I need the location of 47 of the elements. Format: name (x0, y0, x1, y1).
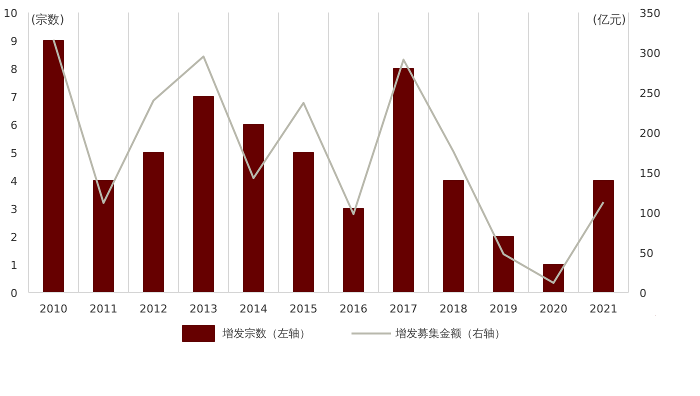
x-tick-label: 2021 (590, 302, 618, 316)
y2-tick-label: 300 (640, 47, 660, 60)
x-tick-label: 2017 (390, 302, 418, 316)
bar (93, 180, 114, 292)
y-axis-title: (宗数) (31, 12, 64, 26)
bar (243, 124, 264, 292)
y-tick-label: 5 (10, 147, 18, 160)
x-tick-label: 2011 (90, 302, 118, 316)
y-tick-label: 8 (10, 63, 18, 76)
bar (293, 152, 314, 292)
x-tick-label: 2018 (440, 302, 468, 316)
y-tick-label: 10 (4, 7, 18, 20)
legend-label: 增发宗数（左轴） (222, 326, 310, 340)
bar (43, 40, 64, 292)
x-tick-label: 2016 (340, 302, 368, 316)
y-tick-label: 1 (10, 259, 18, 272)
bar (193, 96, 214, 292)
x-tick-label: 2014 (240, 302, 268, 316)
x-tick-label: 2019 (490, 302, 518, 316)
y2-tick-label: 200 (640, 127, 660, 140)
x-tick-label: 2013 (190, 302, 218, 316)
y2-tick-label: 250 (640, 87, 660, 100)
y-tick-label: 6 (10, 119, 18, 132)
y2-tick-label: 50 (640, 247, 654, 260)
y2-tick-label: 100 (640, 207, 660, 220)
y2-tick-label: 150 (640, 167, 660, 180)
x-tick-label: 2020 (540, 302, 568, 316)
y-tick-label: 0 (10, 287, 18, 300)
y2-axis-title: (亿元) (592, 12, 626, 26)
y2-tick-label: 350 (640, 7, 660, 20)
legend-label: 增发募集金额（右轴） (396, 326, 506, 340)
y-tick-label: 3 (10, 203, 18, 216)
x-tick-label: 2010 (40, 302, 68, 316)
y-tick-label: 7 (10, 91, 18, 104)
y2-tick-label: 0 (640, 287, 646, 300)
line-series (52, 38, 604, 284)
y-tick-label: 9 (10, 35, 18, 48)
y-tick-label: 2 (10, 231, 18, 244)
bar (443, 180, 464, 292)
bar (393, 68, 414, 292)
y-tick-label: 4 (10, 175, 18, 188)
x-tick-label: 2012 (140, 302, 168, 316)
bar (593, 180, 614, 292)
bar (493, 236, 514, 292)
bar (143, 152, 164, 292)
bar (343, 208, 364, 292)
x-tick-label: 2015 (290, 302, 318, 316)
